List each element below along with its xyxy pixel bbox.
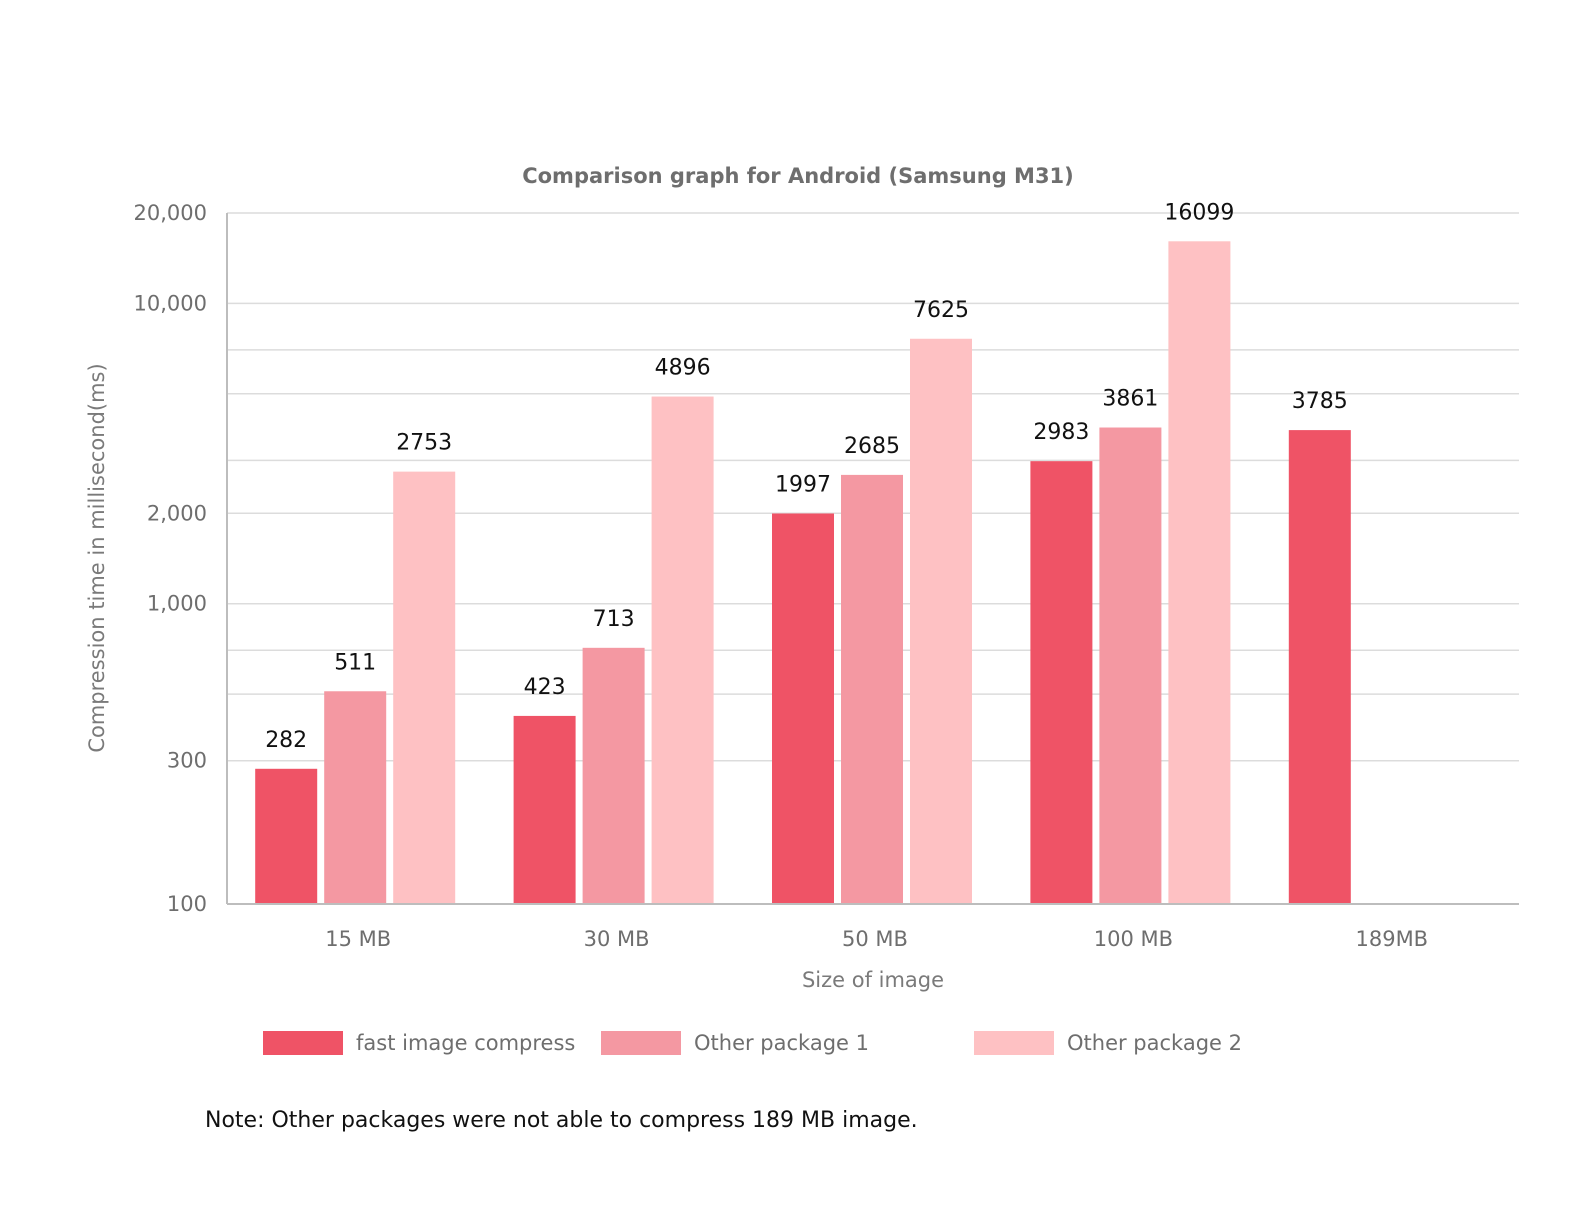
data-label: 511 [334, 650, 376, 675]
bar [910, 338, 972, 904]
x-axis-ticks: 15 MB 30 MB 50 MB 100 MB 189MB [325, 927, 1428, 951]
x-tick-label: 15 MB [325, 927, 391, 951]
x-tick-label: 189MB [1355, 927, 1428, 951]
bar [255, 768, 318, 904]
data-label: 713 [593, 607, 635, 632]
legend-label: fast image compress [356, 1031, 575, 1055]
bar [651, 396, 714, 904]
bar [1030, 461, 1093, 904]
footnote: Note: Other packages were not able to co… [205, 1108, 918, 1133]
chart-title: Comparison graph for Android (Samsung M3… [522, 164, 1074, 188]
y-tick-label: 300 [167, 749, 207, 773]
bar [582, 647, 645, 904]
data-label: 2685 [844, 434, 900, 459]
x-tick-label: 100 MB [1094, 927, 1173, 951]
data-label: 3861 [1102, 387, 1158, 412]
data-label: 1997 [775, 472, 831, 497]
legend-swatch [601, 1031, 681, 1055]
data-label: 2983 [1033, 420, 1089, 445]
legend: fast image compress Other package 1 Other … [263, 1031, 1242, 1055]
data-label: 3785 [1292, 389, 1348, 414]
legend-swatch [974, 1031, 1054, 1055]
y-tick-label: 2,000 [147, 501, 207, 525]
bar [1099, 427, 1162, 904]
bar [772, 513, 834, 904]
x-tick-label: 30 MB [584, 927, 650, 951]
bar [393, 471, 456, 904]
data-label: 282 [265, 728, 307, 753]
x-axis-label: Size of image [802, 968, 944, 992]
legend-label: Other package 2 [1067, 1031, 1242, 1055]
bar [841, 474, 903, 904]
x-tick-label: 50 MB [842, 927, 908, 951]
data-labels: 282 511 2753 423 713 4896 1997 2685 7625 2983 3861… [265, 200, 1348, 752]
bar [324, 691, 387, 904]
bars [255, 241, 1351, 905]
y-axis-ticks: 100 300 1,000 2,000 10,000 20,000 [134, 201, 207, 916]
bar [1168, 241, 1231, 905]
data-label: 2753 [396, 431, 452, 456]
data-label: 4896 [655, 356, 711, 381]
y-tick-label: 1,000 [147, 592, 207, 616]
legend-swatch [263, 1031, 343, 1055]
y-tick-label: 100 [167, 892, 207, 916]
data-label: 423 [524, 675, 566, 700]
y-axis-label: Compression time in millisecond(ms) [85, 363, 109, 752]
y-tick-label: 20,000 [134, 201, 207, 225]
legend-label: Other package 1 [694, 1031, 869, 1055]
bar [513, 715, 576, 904]
data-label: 7625 [913, 298, 969, 323]
y-tick-label: 10,000 [134, 291, 207, 315]
data-label: 16099 [1164, 200, 1234, 225]
bar [1288, 430, 1351, 904]
